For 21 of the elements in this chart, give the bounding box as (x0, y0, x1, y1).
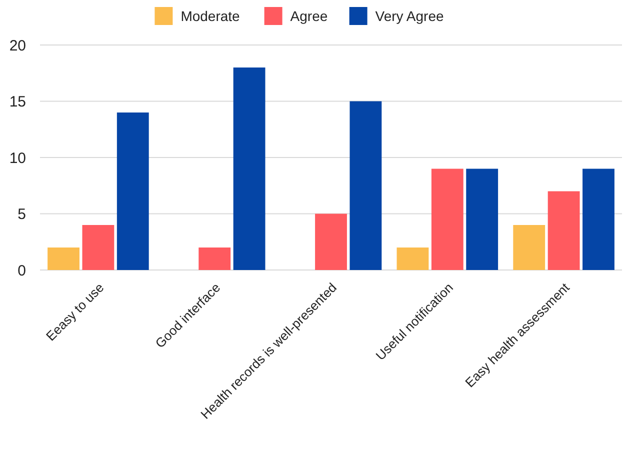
y-tick-label: 20 (9, 37, 26, 54)
bar (396, 248, 429, 270)
y-tick-label: 15 (9, 94, 26, 110)
bar (315, 214, 347, 270)
bar (116, 112, 149, 270)
bar (431, 168, 464, 270)
bar (350, 101, 382, 270)
legend-label: Moderate (180, 8, 240, 24)
bar (198, 248, 231, 270)
legend-label: Agree (290, 8, 328, 24)
bar (466, 168, 498, 270)
legend-label: Very Agree (375, 8, 444, 24)
bar (548, 191, 580, 270)
bar (582, 168, 614, 270)
bar (513, 225, 546, 270)
y-tick-label: 10 (9, 150, 26, 167)
bar (82, 225, 114, 270)
y-tick-label: 5 (18, 206, 26, 223)
y-tick-label: 0 (18, 262, 26, 280)
bar (233, 68, 266, 270)
bar (48, 248, 80, 270)
